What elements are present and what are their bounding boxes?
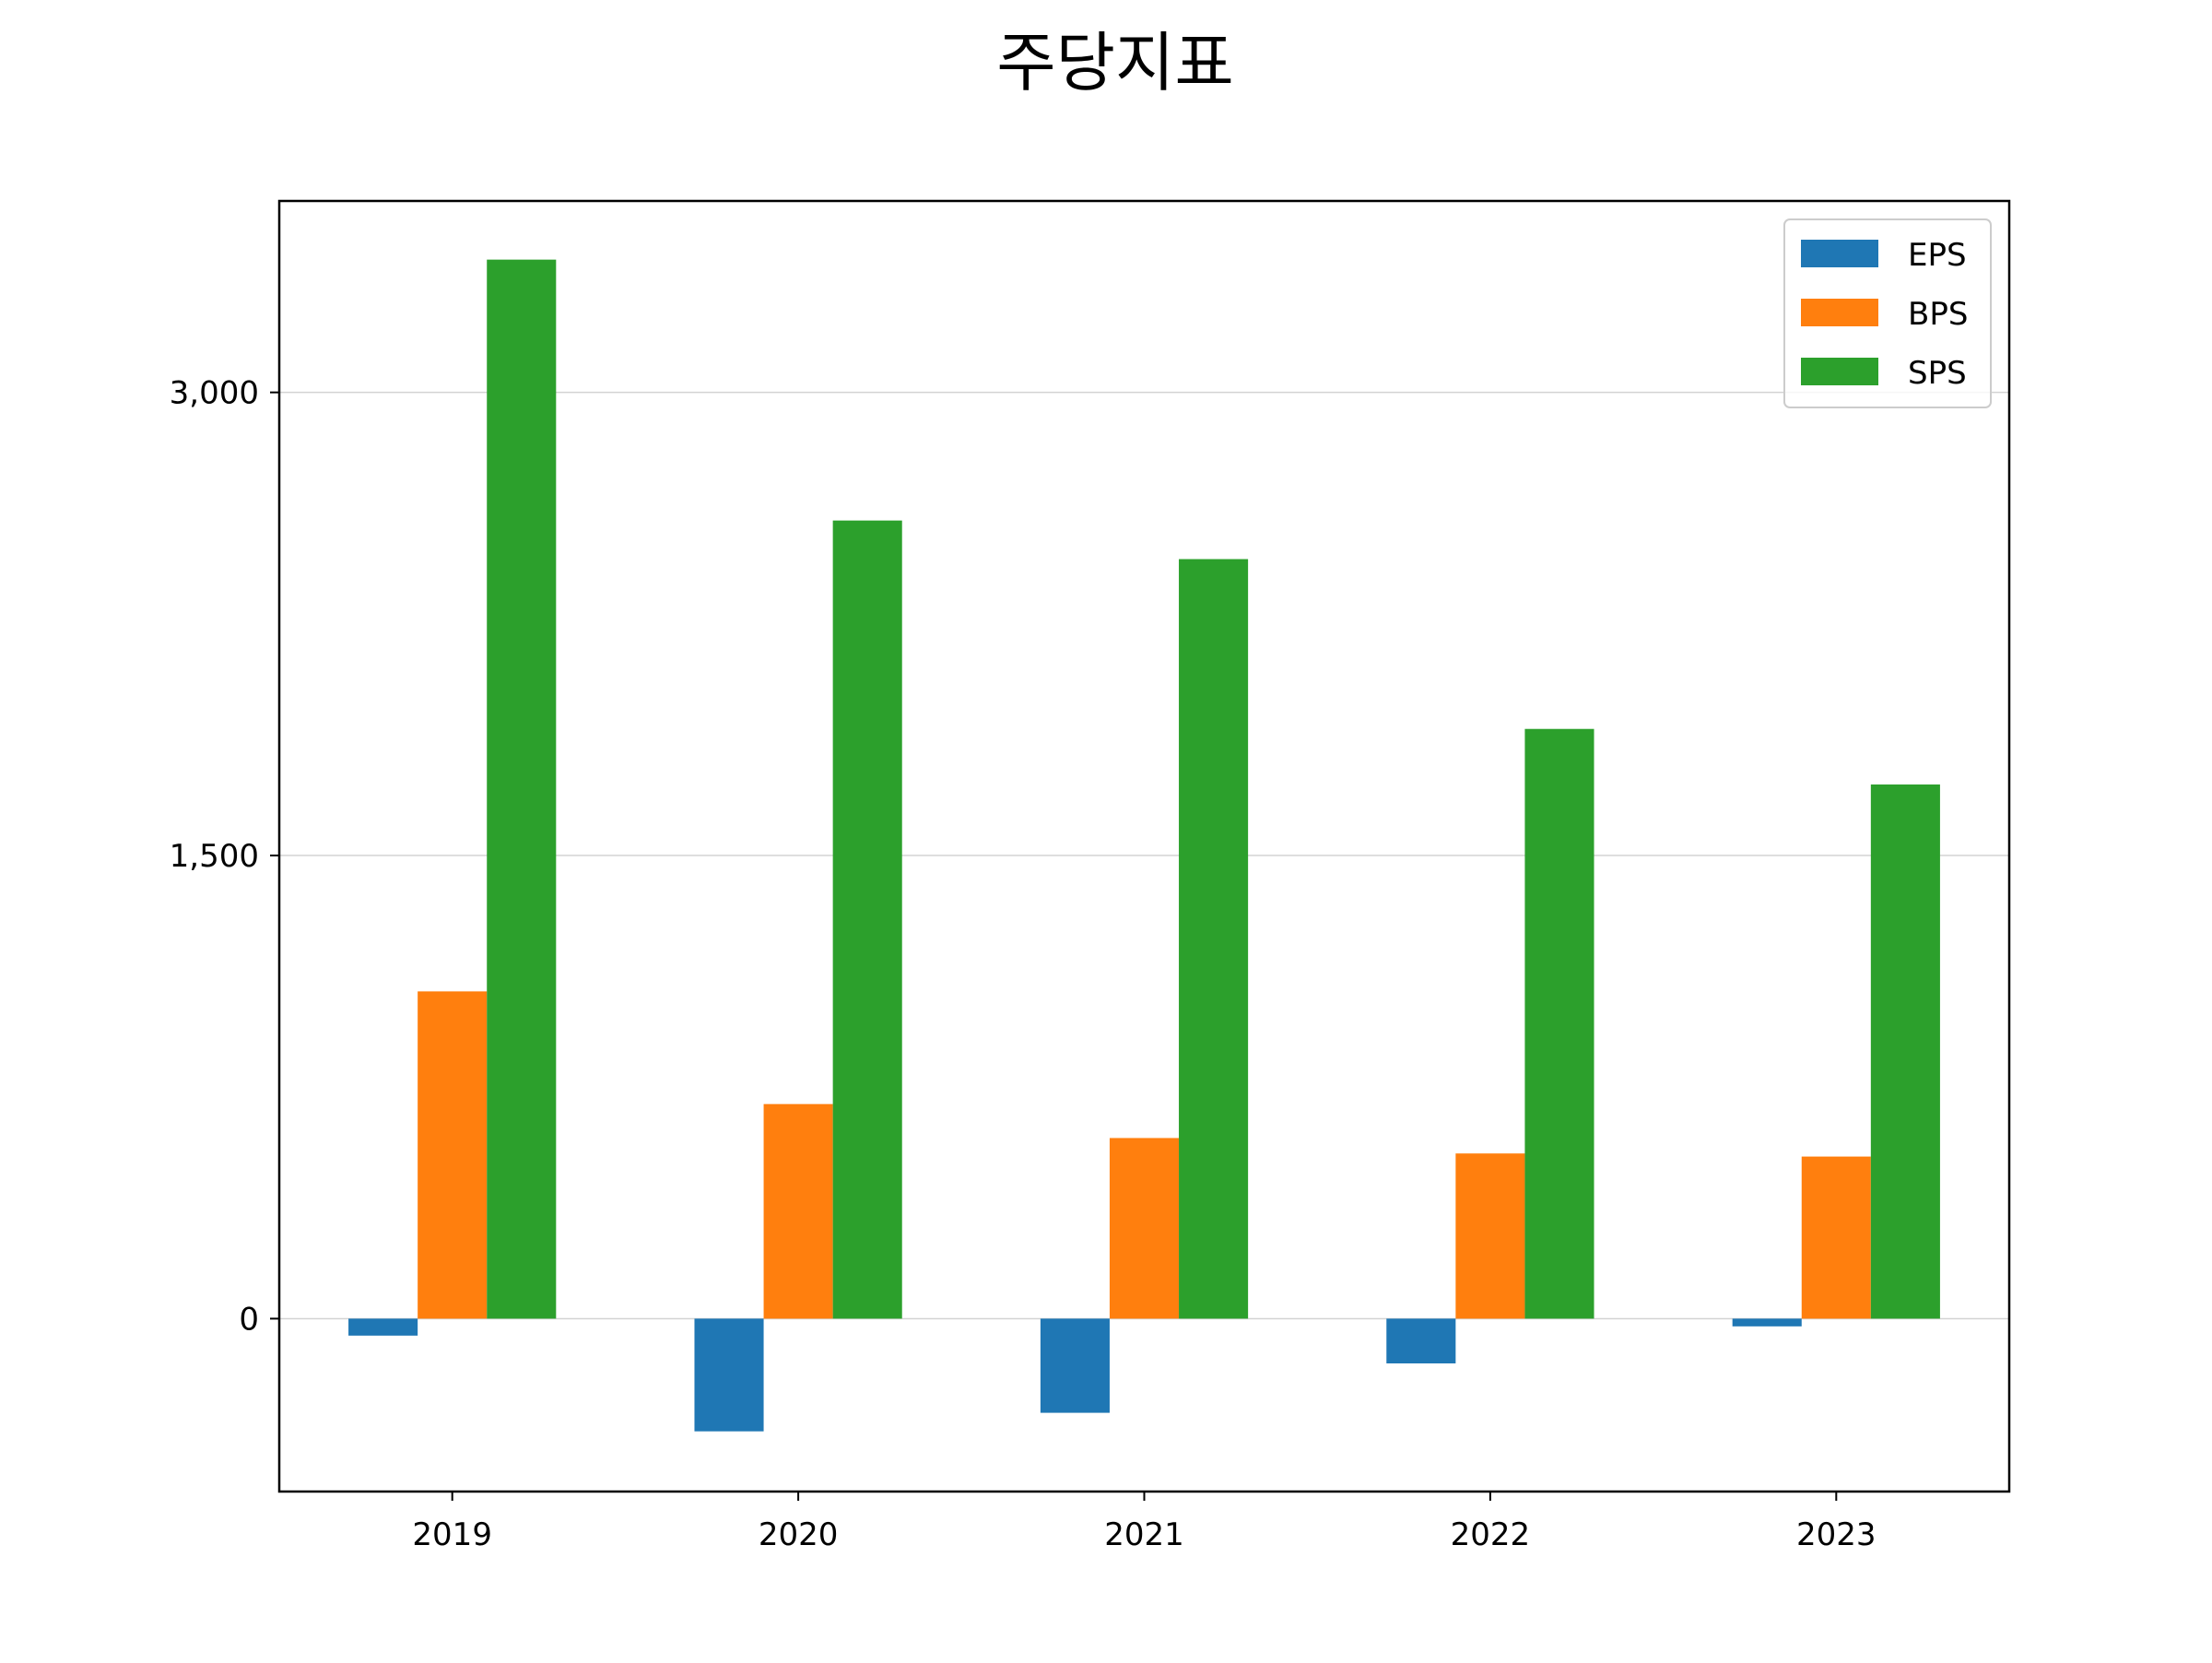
legend-label-eps: EPS [1908,237,1967,274]
legend-label-sps: SPS [1908,355,1967,392]
bar-eps-2022 [1386,1318,1456,1364]
x-tick-label: 2019 [412,1516,492,1553]
axis-ticks: 0 1,500 3,000 2019 2020 2021 2022 2023 [170,375,1877,1553]
y-tick-label: 3,000 [170,375,259,412]
legend-swatch-sps [1801,358,1878,385]
bar-bps-2022 [1455,1153,1525,1319]
bar-sps-2020 [832,520,902,1319]
legend-swatch-eps [1801,240,1878,267]
bar-eps-2019 [348,1318,418,1336]
y-tick-label: 1,500 [170,838,259,875]
y-tick-label: 0 [239,1301,259,1338]
bar-sps-2022 [1524,728,1594,1319]
bar-bps-2019 [418,991,488,1319]
bar-bps-2020 [763,1103,833,1319]
bar-eps-2020 [694,1318,764,1432]
bar-sps-2021 [1179,559,1249,1319]
legend: EPS BPS SPS [1783,218,1992,408]
x-tick-label: 2021 [1104,1516,1184,1553]
bars [348,259,1940,1432]
x-tick-label: 2023 [1796,1516,1877,1553]
bar-bps-2021 [1109,1138,1180,1319]
bar-sps-2023 [1870,784,1940,1319]
chart-title: 주당지표 [996,25,1234,100]
bar-eps-2023 [1732,1318,1802,1327]
bar-eps-2021 [1040,1318,1110,1413]
legend-swatch-bps [1801,299,1878,326]
bar-bps-2023 [1801,1156,1871,1319]
bar-sps-2019 [487,259,557,1319]
x-tick-label: 2020 [759,1516,839,1553]
legend-label-bps: BPS [1908,296,1968,333]
x-tick-label: 2022 [1451,1516,1531,1553]
